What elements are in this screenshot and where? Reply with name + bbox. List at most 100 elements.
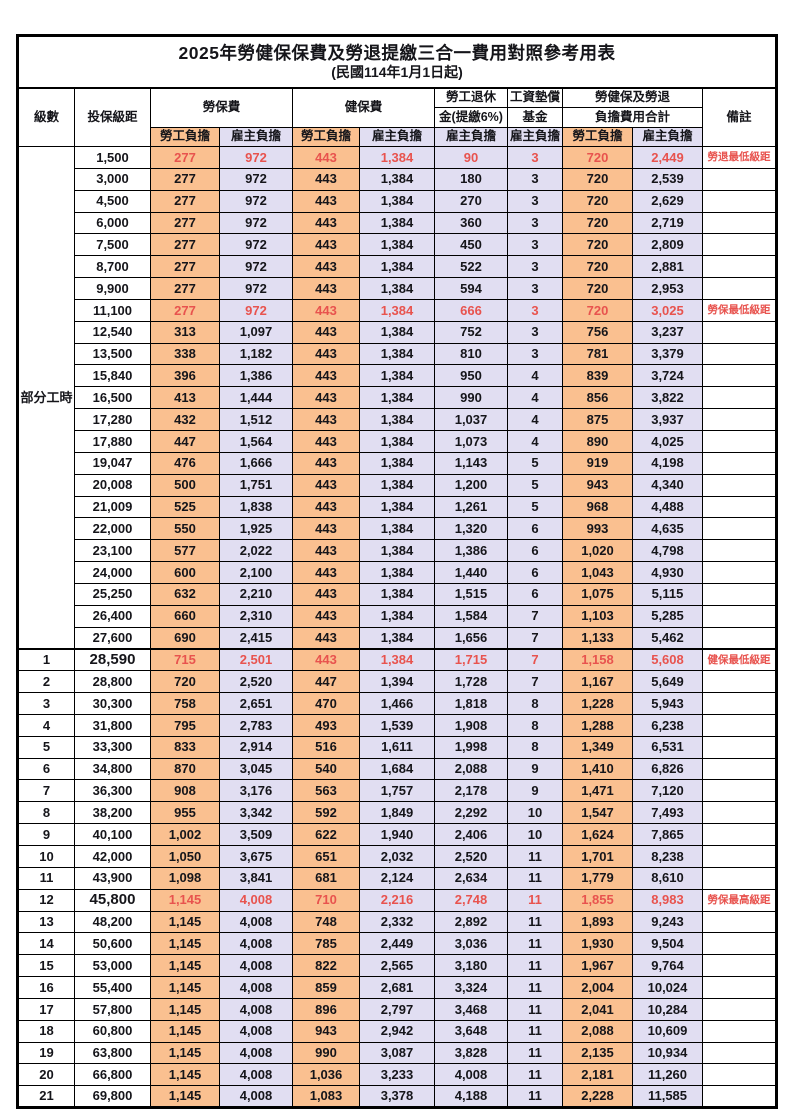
table-row: 26,400 660 2,310 443 1,384 1,584 7 1,103 5,285	[18, 604, 778, 628]
table-row: 6,000 277 972 443 1,384 360 3 720 2,719	[18, 211, 778, 235]
health-employee-cell: 443	[292, 429, 360, 453]
fund-employer-cell: 7	[507, 604, 563, 628]
table-row: 部分工時 1,500 277 972 443 1,384 90 3 720 2,449 勞退最低級距	[17, 145, 778, 650]
remark-cell	[701, 845, 778, 868]
pension-employer-cell: 90	[434, 146, 508, 169]
labor-employer-cell: 3,509	[219, 823, 293, 846]
remark-cell: 勞保最低級距	[701, 298, 778, 322]
bracket-cell: 36,300	[74, 779, 151, 803]
pension-employer-cell: 2,634	[434, 866, 508, 890]
remark-cell	[701, 189, 778, 213]
total-employee-cell: 1,228	[562, 692, 633, 715]
fund-employer-cell: 8	[507, 735, 563, 759]
table-row: 3,000 277 972 443 1,384 180 3 720 2,539	[18, 167, 778, 191]
total-employer-cell: 3,724	[632, 364, 703, 388]
health-employer-cell: 1,384	[359, 604, 435, 628]
labor-employee-cell: 1,145	[150, 954, 220, 978]
health-employee-cell: 443	[292, 386, 360, 410]
labor-employer-cell: 4,008	[219, 1041, 293, 1065]
health-employee-cell: 443	[292, 626, 360, 650]
health-employer-cell: 1,384	[359, 211, 435, 235]
health-employee-cell: 443	[292, 408, 360, 431]
table-row: 20 66,800 1,145 4,008 1,036 3,233 4,008 11 2,181…	[17, 1063, 778, 1087]
level-cell: 11	[17, 866, 75, 890]
table-row: 24,000 600 2,100 443 1,384 1,440 6 1,043 4,930	[18, 561, 778, 584]
table-row: 25,250 632 2,210 443 1,384 1,515 6 1,075 5,115	[18, 582, 778, 606]
remark-cell	[701, 473, 778, 497]
level-cell: 15	[17, 954, 75, 978]
health-employer-cell: 2,797	[359, 997, 435, 1021]
remark-cell	[701, 910, 778, 934]
total-employee-cell: 720	[562, 211, 633, 235]
labor-employee-cell: 1,145	[150, 1085, 220, 1109]
remark-cell	[701, 670, 778, 694]
table-row: 19 63,800 1,145 4,008 990 3,087 3,828 11 2,135 10…	[17, 1041, 778, 1065]
total-employee-cell: 1,133	[562, 626, 633, 650]
labor-employer-cell: 1,666	[219, 451, 293, 475]
labor-employee-cell: 1,050	[150, 845, 220, 868]
pension-employer-cell: 1,818	[434, 692, 508, 715]
remark-cell	[701, 539, 778, 563]
level-cell: 16	[17, 976, 75, 999]
labor-employer-cell: 2,651	[219, 692, 293, 715]
total-employer-cell: 10,024	[632, 976, 703, 999]
total-employee-cell: 1,547	[562, 801, 633, 825]
fund-employer-cell: 3	[507, 320, 563, 344]
total-employer-cell: 4,798	[632, 539, 703, 563]
health-employee-cell: 710	[292, 888, 360, 912]
remark-cell	[701, 582, 778, 606]
labor-employer-cell: 1,925	[219, 517, 293, 541]
table-row: 13 48,200 1,145 4,008 748 2,332 2,892 11 1,893 9,…	[17, 910, 778, 934]
table-row: 17,880 447 1,564 443 1,384 1,073 4 890 4,025	[18, 429, 778, 453]
total-employee-cell: 968	[562, 495, 633, 519]
table-row: 11,100 277 972 443 1,384 666 3 720 3,025 勞保最低級距	[18, 298, 778, 322]
total-employer-cell: 4,635	[632, 517, 703, 541]
bracket-cell: 19,047	[74, 451, 151, 475]
pension-employer-cell: 3,180	[434, 954, 508, 978]
remark-cell	[701, 429, 778, 453]
bracket-cell: 31,800	[74, 713, 151, 737]
pension-employer-cell: 950	[434, 364, 508, 388]
labor-employer-cell: 972	[219, 277, 293, 300]
remark-cell	[701, 451, 778, 475]
total-employee-cell: 1,624	[562, 823, 633, 846]
labor-employee-cell: 277	[150, 167, 220, 191]
total-employer-cell: 9,764	[632, 954, 703, 978]
labor-employer-cell: 2,914	[219, 735, 293, 759]
remark-cell	[701, 1063, 778, 1087]
pension-employer-cell: 1,998	[434, 735, 508, 759]
health-employee-cell: 1,036	[292, 1063, 360, 1087]
table-row: 1 28,590 715 2,501 443 1,384 1,715 7 1,158 5,608 健…	[17, 647, 778, 672]
bracket-cell: 42,000	[74, 845, 151, 868]
total-employer-cell: 3,379	[632, 342, 703, 366]
health-employer-cell: 1,384	[359, 342, 435, 366]
labor-employee-cell: 660	[150, 604, 220, 628]
total-employee-cell: 2,004	[562, 976, 633, 999]
table-row: 15,840 396 1,386 443 1,384 950 4 839 3,724	[18, 364, 778, 388]
health-employer-cell: 1,384	[359, 298, 435, 322]
pension-employer-cell: 1,728	[434, 670, 508, 694]
health-employee-cell: 592	[292, 801, 360, 825]
fund-employer-cell: 4	[507, 408, 563, 431]
level-cell: 20	[17, 1063, 75, 1087]
col-header-total-line1: 勞健保及勞退	[562, 87, 703, 108]
labor-employee-cell: 277	[150, 211, 220, 235]
labor-employee-cell: 413	[150, 386, 220, 410]
col-header-total-line2: 負擔費用合計	[562, 107, 703, 128]
health-employee-cell: 443	[292, 298, 360, 322]
bracket-cell: 7,500	[74, 233, 151, 257]
labor-employer-cell: 972	[219, 211, 293, 235]
health-employer-cell: 2,449	[359, 932, 435, 956]
total-employer-cell: 2,449	[632, 146, 703, 169]
remark-cell	[701, 692, 778, 715]
total-employee-cell: 1,020	[562, 539, 633, 563]
labor-employer-cell: 3,045	[219, 757, 293, 781]
labor-employer-cell: 1,097	[219, 320, 293, 344]
bracket-cell: 43,900	[74, 866, 151, 890]
bracket-cell: 38,200	[74, 801, 151, 825]
pension-employer-cell: 2,292	[434, 801, 508, 825]
remark-cell	[701, 713, 778, 737]
total-employee-cell: 2,135	[562, 1041, 633, 1065]
level-cell: 12	[17, 888, 75, 912]
